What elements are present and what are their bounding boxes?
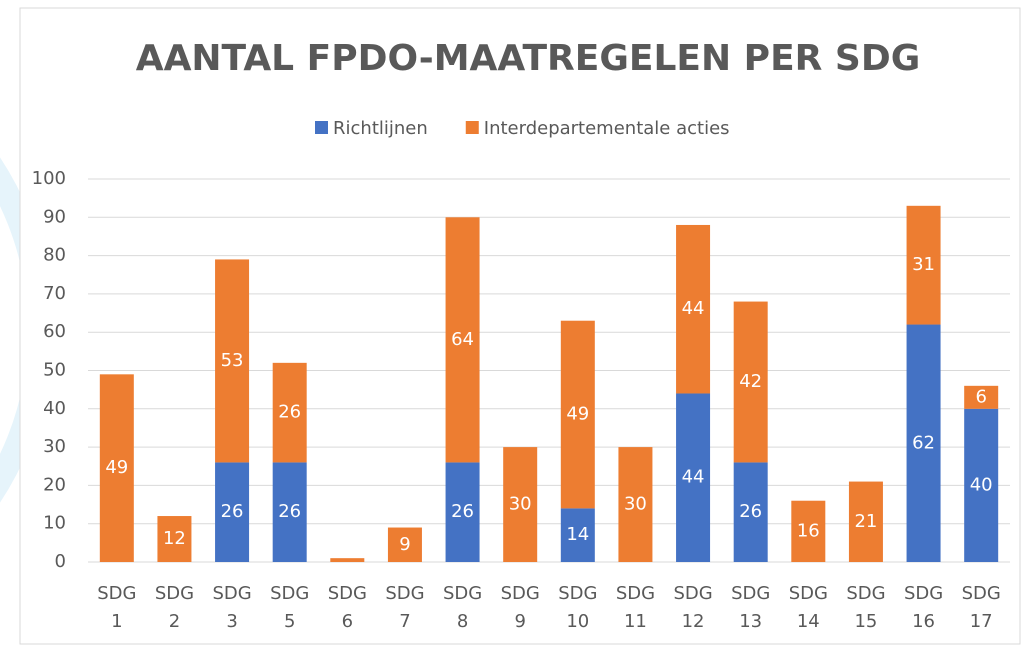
x-tick-label: SDG 15 xyxy=(846,583,886,632)
y-tick-label: 100 xyxy=(32,168,66,189)
data-label: 49 xyxy=(566,404,589,425)
bar-segment xyxy=(733,462,768,562)
x-tick-label: SDG 8 xyxy=(442,583,483,632)
data-label: 26 xyxy=(739,501,762,522)
bar-segment xyxy=(387,527,422,562)
data-label: 6 xyxy=(975,386,986,407)
bar-segment xyxy=(733,301,768,463)
data-label: 26 xyxy=(278,501,301,522)
legend: Richtlijnen Interdepartementale acties xyxy=(315,118,730,139)
data-label: 30 xyxy=(509,494,532,515)
data-label: 21 xyxy=(854,511,877,532)
bar-segment xyxy=(560,508,595,562)
bar-segment xyxy=(445,462,480,562)
bar-segment xyxy=(560,320,595,509)
y-tick-label: 60 xyxy=(43,321,66,342)
x-tick-label: SDG 6 xyxy=(327,583,367,632)
bar-segment xyxy=(503,447,538,562)
data-label: 40 xyxy=(970,474,993,495)
data-label: 26 xyxy=(278,402,301,423)
y-tick-label: 30 xyxy=(43,436,66,457)
x-tick-label: SDG 10 xyxy=(558,583,598,632)
x-tick-label: SDG 16 xyxy=(903,583,944,632)
bar-segment xyxy=(330,558,365,562)
x-tick-label: SDG 14 xyxy=(788,583,828,632)
y-tick-label: 10 xyxy=(43,513,66,534)
y-tick-label: 50 xyxy=(43,360,66,381)
data-label: 31 xyxy=(912,254,935,275)
x-tick-label: SDG 3 xyxy=(212,583,252,632)
bar-segment xyxy=(157,516,192,562)
data-label: 9 xyxy=(399,534,410,555)
legend-label: Interdepartementale acties xyxy=(484,118,730,139)
y-tick-label: 80 xyxy=(43,245,66,266)
x-tick-label: SDG 5 xyxy=(270,583,310,632)
x-tick-label: SDG 12 xyxy=(673,583,713,632)
bar-segment xyxy=(964,408,999,562)
bar-segment xyxy=(618,447,653,562)
y-tick-label: 70 xyxy=(43,283,66,304)
x-tick-label: SDG 9 xyxy=(500,583,540,632)
data-label: 42 xyxy=(739,371,762,392)
y-tick-label: 0 xyxy=(55,551,66,572)
legend-swatch xyxy=(315,121,328,134)
data-label: 64 xyxy=(451,329,474,350)
x-tick-label: SDG 2 xyxy=(154,583,195,632)
data-label: 44 xyxy=(682,467,705,488)
bar-segment xyxy=(964,385,999,409)
x-tick-label: SDG 1 xyxy=(97,583,137,632)
y-tick-label: 90 xyxy=(43,206,66,227)
data-label: 44 xyxy=(682,298,705,319)
bar-segment xyxy=(676,224,711,394)
data-label: 62 xyxy=(912,432,935,453)
data-label: 12 xyxy=(163,528,186,549)
bar-segment xyxy=(215,259,250,463)
bar-segment xyxy=(676,393,711,562)
data-label: 26 xyxy=(451,501,474,522)
data-label: 49 xyxy=(105,457,128,478)
bar-segment xyxy=(906,205,941,325)
bar-segment xyxy=(272,462,307,562)
bar-segment xyxy=(99,374,134,562)
chart-title: AANTAL FPDO-MAATREGELEN PER SDG xyxy=(136,38,921,79)
bar-segment xyxy=(906,324,941,562)
bar-segment xyxy=(272,362,307,463)
bar-segment xyxy=(791,500,826,562)
data-label: 26 xyxy=(221,501,244,522)
x-tick-label: SDG 17 xyxy=(961,583,1001,632)
x-tick-label: SDG 11 xyxy=(615,583,656,632)
bar-segment xyxy=(215,462,250,562)
bar-segment xyxy=(445,217,480,463)
y-tick-label: 40 xyxy=(43,398,66,419)
y-tick-label: 20 xyxy=(43,474,66,495)
legend-label: Richtlijnen xyxy=(333,118,428,139)
data-label: 16 xyxy=(797,520,820,541)
x-tick-label: SDG 13 xyxy=(731,583,771,632)
legend-swatch xyxy=(465,121,479,134)
data-label: 14 xyxy=(566,524,589,545)
data-label: 30 xyxy=(624,494,647,515)
data-label: 53 xyxy=(221,350,244,371)
bar-segment xyxy=(848,481,883,562)
x-tick-label: SDG 7 xyxy=(385,583,425,632)
